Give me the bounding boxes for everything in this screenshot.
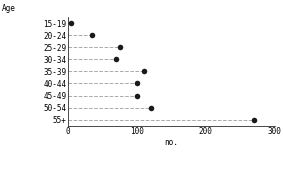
Text: Age: Age <box>2 4 16 13</box>
X-axis label: no.: no. <box>164 138 178 147</box>
